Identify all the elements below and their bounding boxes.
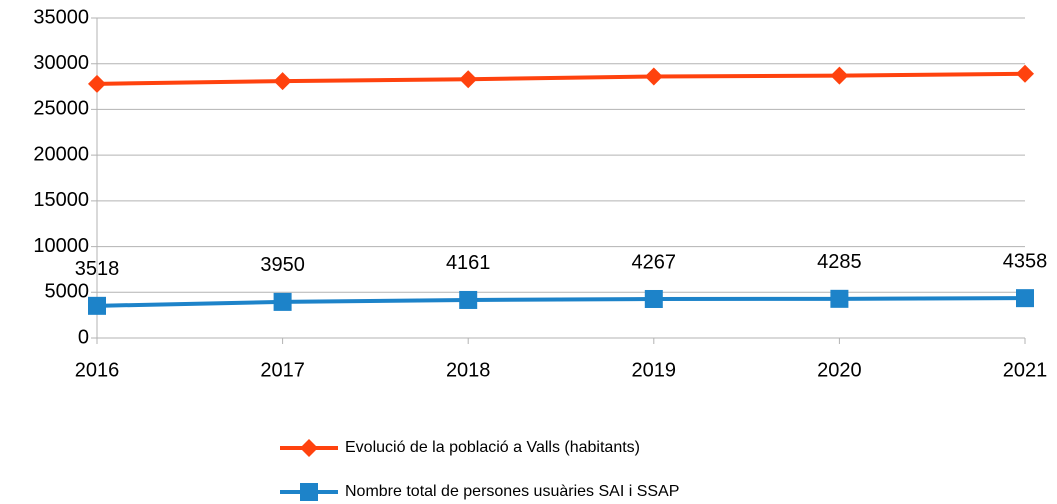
y-tick-label: 30000 <box>33 52 89 74</box>
y-tick-label: 25000 <box>33 98 89 120</box>
data-point <box>88 296 106 315</box>
x-tick-label: 2016 <box>75 359 120 381</box>
series-line <box>96 296 1026 308</box>
data-point <box>88 74 106 93</box>
data-point <box>273 72 292 91</box>
data-point <box>273 292 292 311</box>
data-point <box>830 289 849 308</box>
y-tick-label: 5000 <box>45 281 90 303</box>
data-point <box>644 289 663 308</box>
legend-marker <box>300 439 318 457</box>
x-tick-label: 2017 <box>260 359 305 381</box>
legend-label: Nombre total de persones usuàries SAI i … <box>345 483 679 500</box>
legend-marker <box>300 483 318 501</box>
y-tick-label: 0 <box>78 326 89 348</box>
data-label: 4161 <box>446 252 491 274</box>
y-tick-label: 35000 <box>33 6 89 28</box>
data-point <box>459 290 478 309</box>
y-tick-label: 10000 <box>33 235 89 257</box>
x-tick-label: 2019 <box>632 359 677 381</box>
y-tick-label: 15000 <box>33 189 89 211</box>
data-label: 4267 <box>632 251 677 273</box>
data-point <box>459 70 478 89</box>
data-label: 3950 <box>260 254 305 276</box>
data-point <box>1016 289 1034 308</box>
data-label: 3518 <box>75 258 120 280</box>
legend-label: Evolució de la població a Valls (habitan… <box>345 439 640 456</box>
series-line <box>96 71 1026 86</box>
y-tick-label: 20000 <box>33 143 89 165</box>
data-point <box>830 66 849 85</box>
x-tick-label: 2020 <box>817 359 862 381</box>
data-point <box>1016 64 1034 83</box>
data-label: 4285 <box>817 251 862 273</box>
x-tick-label: 2018 <box>446 359 491 381</box>
data-point <box>644 67 663 86</box>
x-tick-label: 2021 <box>1003 359 1048 381</box>
data-label: 4358 <box>1003 250 1048 272</box>
